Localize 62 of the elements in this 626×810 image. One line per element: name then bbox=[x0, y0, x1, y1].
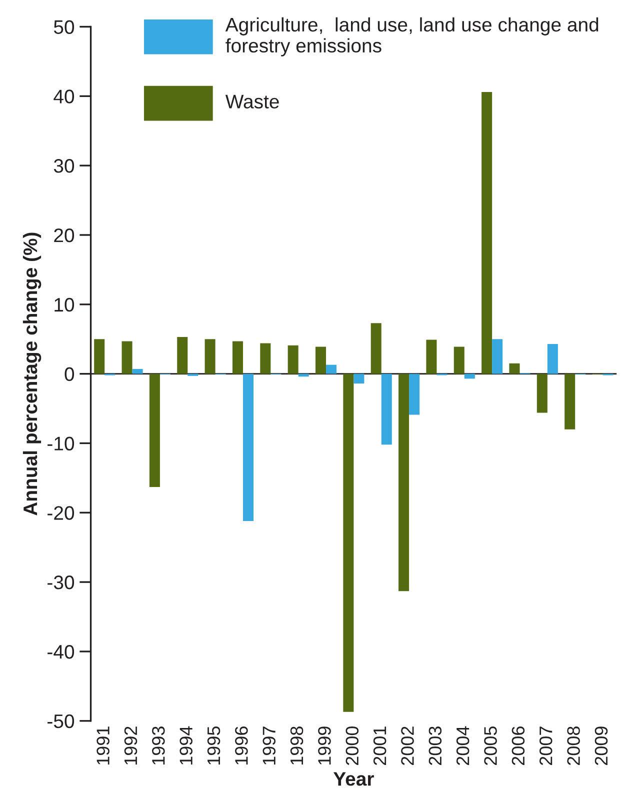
bar bbox=[298, 374, 309, 377]
x-tick-label: 2005 bbox=[484, 726, 497, 766]
x-tick-label: 2007 bbox=[539, 726, 552, 766]
x-tick-label: 2004 bbox=[456, 726, 470, 766]
x-tick-label: 1992 bbox=[124, 726, 138, 765]
bar bbox=[398, 374, 410, 592]
y-tick-label: 20 bbox=[54, 228, 74, 242]
bar bbox=[343, 374, 354, 712]
bar bbox=[564, 374, 576, 430]
bar bbox=[149, 374, 160, 487]
bar bbox=[381, 374, 392, 445]
legend-label: Agriculture, land use, land use change and forestry emissions bbox=[225, 17, 598, 56]
bar bbox=[122, 341, 132, 374]
x-tick-label: 1996 bbox=[235, 726, 248, 765]
bar bbox=[326, 364, 337, 374]
bar bbox=[94, 339, 105, 374]
y-axis-title: Annual percentage change (%) bbox=[22, 232, 42, 516]
bar bbox=[132, 368, 143, 374]
bar bbox=[288, 345, 298, 374]
y-tick-label: 40 bbox=[54, 90, 74, 104]
x-tick-label: 1997 bbox=[262, 726, 276, 765]
y-tick-label: 30 bbox=[54, 159, 74, 173]
bar bbox=[509, 363, 520, 374]
x-tick-label: 2003 bbox=[428, 726, 442, 766]
y-tick-label: 0 bbox=[64, 367, 74, 382]
bar bbox=[204, 339, 216, 374]
x-tick-label: 2009 bbox=[594, 726, 608, 766]
x-tick-label: 2008 bbox=[567, 726, 580, 766]
bar bbox=[464, 374, 475, 379]
y-tick-label: -30 bbox=[48, 576, 74, 590]
y-tick-label: -10 bbox=[48, 436, 74, 450]
y-tick-label: -40 bbox=[48, 644, 74, 659]
x-tick-label: 2006 bbox=[512, 726, 525, 766]
bar bbox=[454, 346, 464, 374]
x-tick-label: 1994 bbox=[180, 726, 192, 765]
bar bbox=[492, 339, 503, 374]
bar bbox=[232, 341, 243, 374]
bar bbox=[409, 374, 420, 415]
x-tick-label: 1995 bbox=[207, 726, 220, 765]
x-axis-title: Year bbox=[333, 772, 374, 786]
bar bbox=[426, 340, 437, 374]
x-tick-label: 2000 bbox=[346, 726, 359, 766]
x-tick-label: 1993 bbox=[152, 726, 165, 765]
bar bbox=[242, 374, 254, 521]
y-tick-label: 10 bbox=[54, 298, 74, 312]
x-tick-label: 1998 bbox=[290, 726, 304, 765]
bar bbox=[315, 346, 326, 374]
x-tick-label: 1999 bbox=[318, 726, 331, 765]
legend-label: Waste bbox=[225, 94, 279, 108]
x-tick-label: 2001 bbox=[373, 726, 386, 766]
bar bbox=[536, 374, 548, 413]
bar bbox=[547, 344, 558, 374]
bar bbox=[177, 337, 188, 374]
bar bbox=[354, 374, 364, 384]
y-tick-label: 50 bbox=[54, 20, 74, 34]
bar bbox=[482, 92, 492, 374]
bar bbox=[370, 323, 382, 374]
x-tick-label: 1991 bbox=[96, 726, 110, 765]
y-tick-label: -20 bbox=[48, 506, 74, 520]
y-tick-label: -50 bbox=[48, 714, 74, 728]
x-tick-label: 2002 bbox=[401, 726, 414, 766]
bar bbox=[260, 343, 271, 374]
